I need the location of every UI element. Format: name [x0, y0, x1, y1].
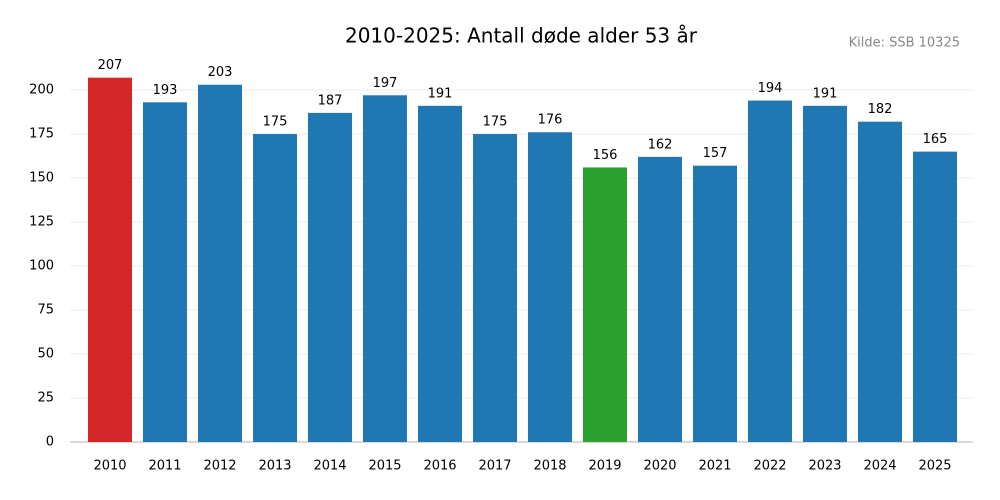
source-note: Kilde: SSB 10325: [849, 36, 960, 51]
bar: [913, 151, 957, 442]
x-tick-label: 2024: [863, 459, 896, 474]
x-tick-label: 2023: [808, 459, 841, 474]
bar: [583, 167, 627, 442]
value-label: 157: [703, 146, 728, 161]
value-label: 203: [208, 65, 233, 80]
bar: [308, 112, 352, 442]
bar: [803, 105, 847, 442]
chart-title: 2010-2025: Antall døde alder 53 år: [345, 24, 698, 48]
y-tick-label: 125: [29, 215, 54, 230]
x-tick-label: 2016: [423, 459, 456, 474]
x-tick-label: 2022: [753, 459, 786, 474]
value-label: 191: [813, 86, 838, 101]
y-tick-label: 50: [37, 347, 54, 362]
value-label: 194: [758, 81, 783, 96]
x-tick-label: 2010: [93, 459, 126, 474]
value-label: 176: [538, 113, 563, 128]
bar: [363, 95, 407, 442]
bar: [253, 134, 297, 442]
y-tick-label: 25: [37, 391, 54, 406]
bar: [418, 105, 462, 442]
y-tick-label: 175: [29, 127, 54, 142]
bar: [198, 84, 242, 442]
bar: [88, 77, 132, 443]
value-label: 175: [483, 115, 508, 130]
value-label: 187: [318, 93, 343, 108]
bar: [638, 156, 682, 442]
x-tick-label: 2014: [313, 459, 346, 474]
x-tick-label: 2013: [258, 459, 291, 474]
value-label: 193: [153, 83, 178, 98]
x-tick-label: 2025: [918, 459, 951, 474]
bar: [473, 134, 517, 442]
x-tick-label: 2017: [478, 459, 511, 474]
y-tick-label: 75: [37, 303, 54, 318]
x-tick-label: 2020: [643, 459, 676, 474]
bar: [693, 165, 737, 442]
value-label: 197: [373, 76, 398, 91]
x-tick-label: 2012: [203, 459, 236, 474]
value-label: 182: [868, 102, 893, 117]
y-tick-label: 200: [29, 83, 54, 98]
bar: [143, 102, 187, 442]
bar: [528, 132, 572, 443]
y-tick-label: 0: [46, 435, 54, 450]
x-tick-label: 2015: [368, 459, 401, 474]
value-label: 175: [263, 115, 288, 130]
value-label: 165: [923, 132, 948, 147]
x-tick-label: 2021: [698, 459, 731, 474]
x-tick-label: 2018: [533, 459, 566, 474]
value-label: 191: [428, 86, 453, 101]
value-label: 162: [648, 137, 673, 152]
bar: [748, 100, 792, 442]
x-tick-label: 2011: [148, 459, 181, 474]
y-tick-label: 150: [29, 171, 54, 186]
x-tick-label: 2019: [588, 459, 621, 474]
value-label: 207: [98, 58, 123, 73]
y-tick-label: 100: [29, 259, 54, 274]
bar: [858, 121, 902, 443]
value-label: 156: [593, 148, 618, 163]
